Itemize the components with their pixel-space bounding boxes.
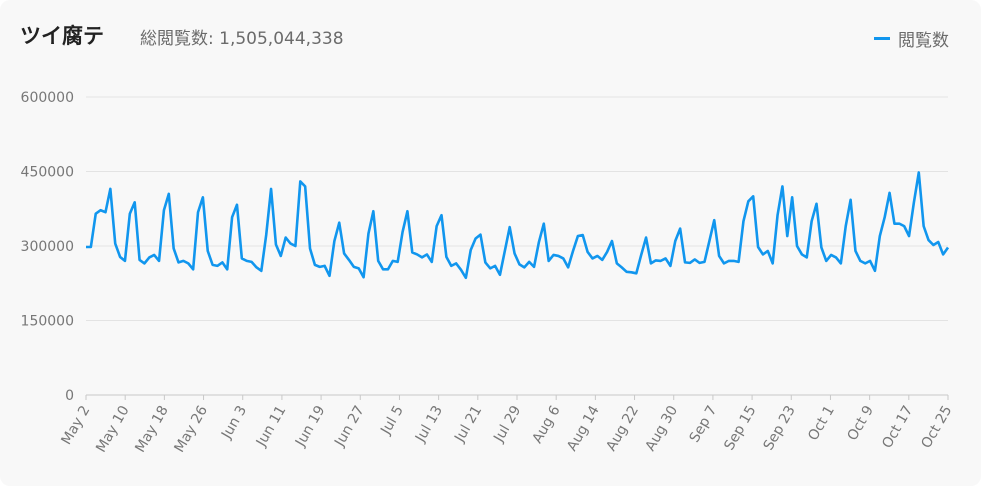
x-tick-label: May 2 — [58, 403, 93, 448]
series-layer — [86, 171, 950, 280]
x-tick-label: May 10 — [93, 403, 132, 455]
x-tick-label: Jun 11 — [253, 403, 289, 450]
chart-title: ツイ腐テ — [20, 24, 104, 48]
total-views-label: 総閲覧数: — [140, 29, 214, 49]
y-tick-label: 300000 — [21, 239, 74, 255]
x-tick-label: Jun 27 — [331, 403, 367, 450]
total-views-value: 1,505,044,338 — [219, 29, 344, 49]
x-tick-label: Jul 5 — [377, 403, 406, 438]
x-tick-label: Oct 25 — [918, 403, 955, 451]
x-tick-label: Jul 29 — [491, 403, 525, 446]
x-tick-label: Sep 7 — [687, 403, 721, 445]
x-tick-label: Jun 19 — [292, 403, 328, 450]
x-tick-label: Sep 15 — [721, 403, 759, 453]
y-tick-label: 150000 — [21, 314, 74, 330]
y-tick-label: 600000 — [21, 90, 74, 106]
y-tick-label: 450000 — [21, 165, 74, 181]
grid-layer — [86, 96, 948, 396]
x-tick-label: Jul 21 — [451, 403, 485, 446]
x-tick-label: Aug 6 — [529, 403, 563, 446]
x-tick-label: Oct 9 — [844, 403, 877, 444]
x-tick-label: Oct 17 — [879, 403, 916, 451]
series-line-0[interactable] — [86, 171, 950, 280]
total-views-summary: 総閲覧数: 1,505,044,338 — [140, 24, 344, 49]
x-tick-label: Sep 23 — [761, 403, 799, 453]
x-tick-label: May 26 — [172, 403, 212, 455]
y-tick-label: 0 — [65, 388, 74, 404]
legend-swatch — [874, 37, 890, 40]
x-tick-label: Oct 1 — [805, 403, 838, 444]
x-tick-label: May 18 — [132, 403, 171, 455]
legend[interactable]: 閲覧数 — [874, 26, 949, 51]
legend-label: 閲覧数 — [898, 31, 949, 51]
x-tick-label: Jun 3 — [218, 403, 250, 442]
x-tick-label: Aug 22 — [603, 403, 642, 454]
x-tick-label: Jul 13 — [412, 403, 446, 446]
x-tick-label: Aug 30 — [643, 403, 682, 454]
x-tick-label: Aug 14 — [564, 403, 603, 454]
